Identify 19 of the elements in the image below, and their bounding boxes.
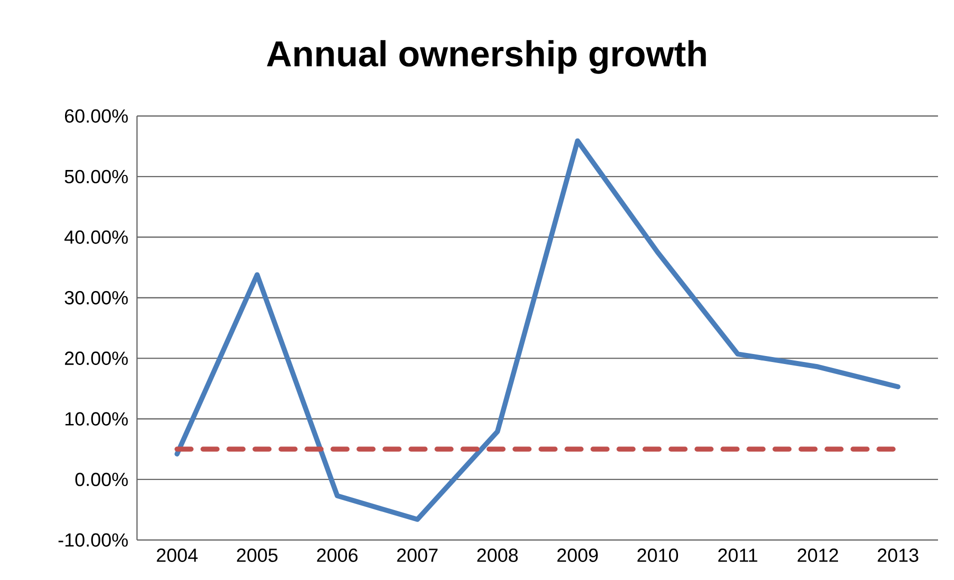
y-tick-label: 20.00%	[64, 352, 128, 366]
x-tick-label: 2006	[317, 548, 358, 562]
y-tick-label: 30.00%	[64, 290, 128, 304]
chart-title: Annual ownership growth	[266, 40, 706, 74]
x-tick-label: 2011	[718, 548, 758, 562]
x-tick-label: 2008	[477, 548, 518, 562]
x-tick-label: 2005	[236, 548, 278, 562]
x-tick-label: 2013	[878, 548, 918, 562]
x-tick-label: 2012	[798, 548, 838, 562]
y-tick-label: 60.00%	[64, 109, 128, 123]
x-tick-label: 2009	[557, 548, 598, 562]
y-tick-label: 40.00%	[64, 230, 128, 244]
y-tick-label: 10.00%	[65, 412, 128, 426]
x-tick-label: 2007	[397, 548, 438, 562]
y-tick-label: -10.00%	[58, 533, 128, 547]
x-tick-label: 2004	[156, 548, 198, 562]
x-tick-label: 2010	[637, 548, 678, 562]
y-tick-label: 0.00%	[75, 472, 128, 486]
y-tick-label: 50.00%	[64, 170, 128, 184]
